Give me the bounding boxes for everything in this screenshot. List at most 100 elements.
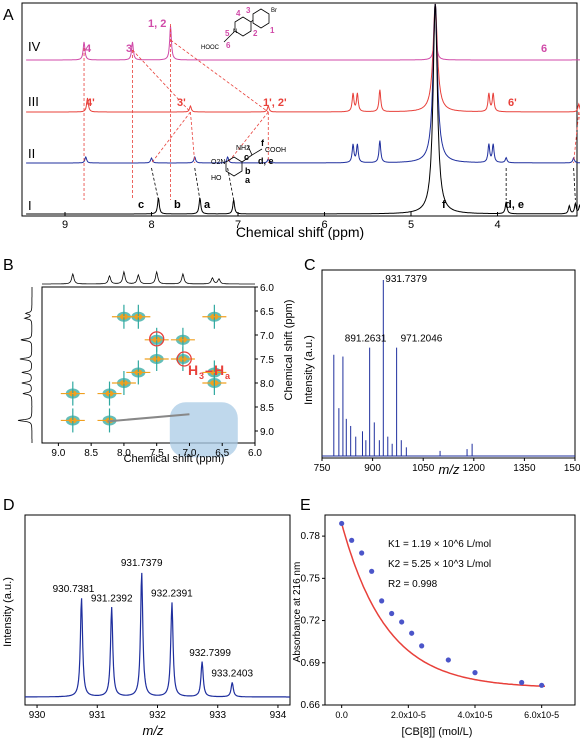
peak-label-b: b	[174, 199, 181, 211]
red-dash-8	[573, 111, 580, 164]
panel-letter-d: D	[3, 497, 15, 514]
b-ytick-label-6.0: 6.0	[260, 283, 274, 294]
d-peak-label-2: 931.7379	[121, 558, 163, 569]
d-peak-label-5: 933.2403	[211, 669, 253, 680]
e-point-8	[419, 643, 425, 649]
annot-sub-a: a	[225, 371, 231, 381]
panel-letter-b: B	[3, 257, 14, 274]
annot-sub-3: 3	[199, 371, 204, 381]
nmr-trace-3	[26, 3, 580, 215]
e-fit-curve	[340, 523, 546, 688]
red-dash-11	[170, 39, 269, 113]
panel-d-ylabel: Intensity (a.u.)	[2, 577, 14, 647]
panel-b-ylabel: Chemical shift (ppm)	[283, 300, 295, 401]
peak-label-6-prime: 6'	[508, 97, 517, 109]
c-xtick-label-1200: 1200	[463, 463, 486, 474]
e-point-12	[539, 682, 545, 688]
a-tick-label-4: 4	[494, 219, 500, 231]
b-ytick-label-7.5: 7.5	[260, 355, 274, 366]
trace-label-iii: III	[28, 94, 39, 109]
b-xtick-label-9.0: 9.0	[51, 448, 65, 459]
peak-labels-iv: 4 3 1, 2 6	[85, 18, 547, 55]
struct-iv-n: N	[233, 29, 237, 35]
e-point-0	[339, 520, 345, 527]
b-top-projection	[42, 270, 255, 285]
e-ytick-label-0: 0.66	[301, 700, 321, 711]
e-xtick-label-0: 0.0	[335, 710, 348, 720]
c-xtick-label-900: 900	[364, 463, 381, 474]
struct-iv-num-2: 2	[253, 29, 258, 38]
b-highlight-circle-2	[176, 351, 192, 367]
annot-h2: H	[214, 362, 224, 378]
c-xtick-label-750: 750	[314, 463, 331, 474]
b-ytick-label-9.0: 9.0	[260, 427, 274, 438]
e-point-9	[445, 657, 451, 663]
peak-label-3-prime: 3'	[177, 97, 186, 109]
panel-a-xlabel: Chemical shift (ppm)	[236, 224, 364, 240]
d-peak-label-3: 932.2391	[151, 589, 193, 600]
nmr-trace-0	[26, 3, 580, 61]
struct-i-cooh: COOH	[265, 147, 286, 154]
peak-labels-i: c b a f d, e	[138, 199, 524, 211]
peak-label-3: 3	[126, 43, 132, 55]
panel-c-xlabel: m/z	[439, 462, 460, 477]
fit-k1: K1 = 1.19 × 10^6 L/mol	[388, 539, 491, 550]
nmr-trace-2	[26, 3, 580, 164]
structure-i	[225, 145, 263, 177]
d-xtick-label-930: 930	[29, 710, 46, 721]
fit-k2: K2 = 5.25 × 10^3 L/mol	[388, 559, 491, 570]
c-label-971: 971.2046	[401, 334, 443, 345]
struct-i-de: d, e	[258, 156, 274, 166]
e-point-1	[349, 537, 355, 543]
panel-e-xlabel: [CB[8]] (mol/L)	[402, 726, 473, 738]
black-dash-4	[573, 167, 576, 201]
b-xtick-label-6.5: 6.5	[215, 448, 229, 459]
h3-ha-annotation: H 3 – H a	[188, 362, 231, 381]
peak-label-4: 4	[85, 43, 92, 55]
struct-iv-num-1: 1	[270, 26, 275, 35]
struct-i-ho: HO	[211, 175, 222, 182]
red-dash-4	[151, 111, 191, 164]
b-left-projection	[17, 287, 33, 443]
panel-letter-e: E	[300, 497, 311, 514]
d-xtick-label-934: 934	[270, 710, 287, 721]
struct-i-f: f	[261, 138, 265, 148]
e-xtick-label-3: 6.0x10-5	[524, 710, 559, 720]
e-ytick-label-1: 0.69	[301, 658, 321, 669]
e-point-10	[472, 670, 478, 676]
structure-iv	[223, 8, 270, 43]
c-xtick-label-1500: 1500	[564, 463, 580, 474]
e-xtick-label-1: 2.0x10-5	[391, 710, 426, 720]
struct-i-c: c	[244, 152, 249, 162]
peak-label-12-prime: 1', 2'	[263, 97, 287, 109]
fit-r2: R2 = 0.998	[388, 579, 438, 590]
panel-c-mass-spectrum: 931.7379 891.2631 971.2046 750 900 1050 1200 13…	[314, 269, 580, 474]
b-ytick-label-7.0: 7.0	[260, 331, 274, 342]
d-xtick-label-932: 932	[149, 710, 166, 721]
e-point-2	[359, 550, 365, 556]
struct-iv-hooc: HOOC	[201, 45, 220, 51]
trace-label-i: I	[28, 198, 32, 213]
b-xtick-label-7.5: 7.5	[150, 448, 164, 459]
struct-i-a: a	[245, 175, 251, 185]
red-dash-10	[132, 49, 191, 113]
annot-dash: –	[205, 362, 213, 378]
c-label-891: 891.2631	[345, 334, 387, 345]
struct-i-o2n: O2N	[211, 159, 225, 166]
b-guest-chain	[107, 413, 190, 423]
struct-iv-num-4: 4	[236, 9, 241, 18]
b-ytick-label-6.5: 6.5	[260, 307, 274, 318]
e-point-3	[369, 568, 375, 574]
c-label-931: 931.7379	[385, 274, 427, 285]
a-tick-label-8: 8	[148, 219, 154, 231]
b-ytick-label-8.0: 8.0	[260, 379, 274, 390]
correlation-dashes	[83, 24, 580, 201]
a-tick-label-9: 9	[62, 219, 68, 231]
a-tick-label-5: 5	[408, 219, 414, 231]
a-tick-label-7: 7	[235, 219, 241, 231]
panel-a-frame	[21, 2, 578, 217]
panel-b-2d-nmr: 9.0 8.5 8.0 7.5 7.0 6.5 6.0 6.0 6.5 7.0 7.5 8.0 8.5 9…	[17, 270, 274, 459]
b-xtick-label-8.0: 8.0	[117, 448, 131, 459]
